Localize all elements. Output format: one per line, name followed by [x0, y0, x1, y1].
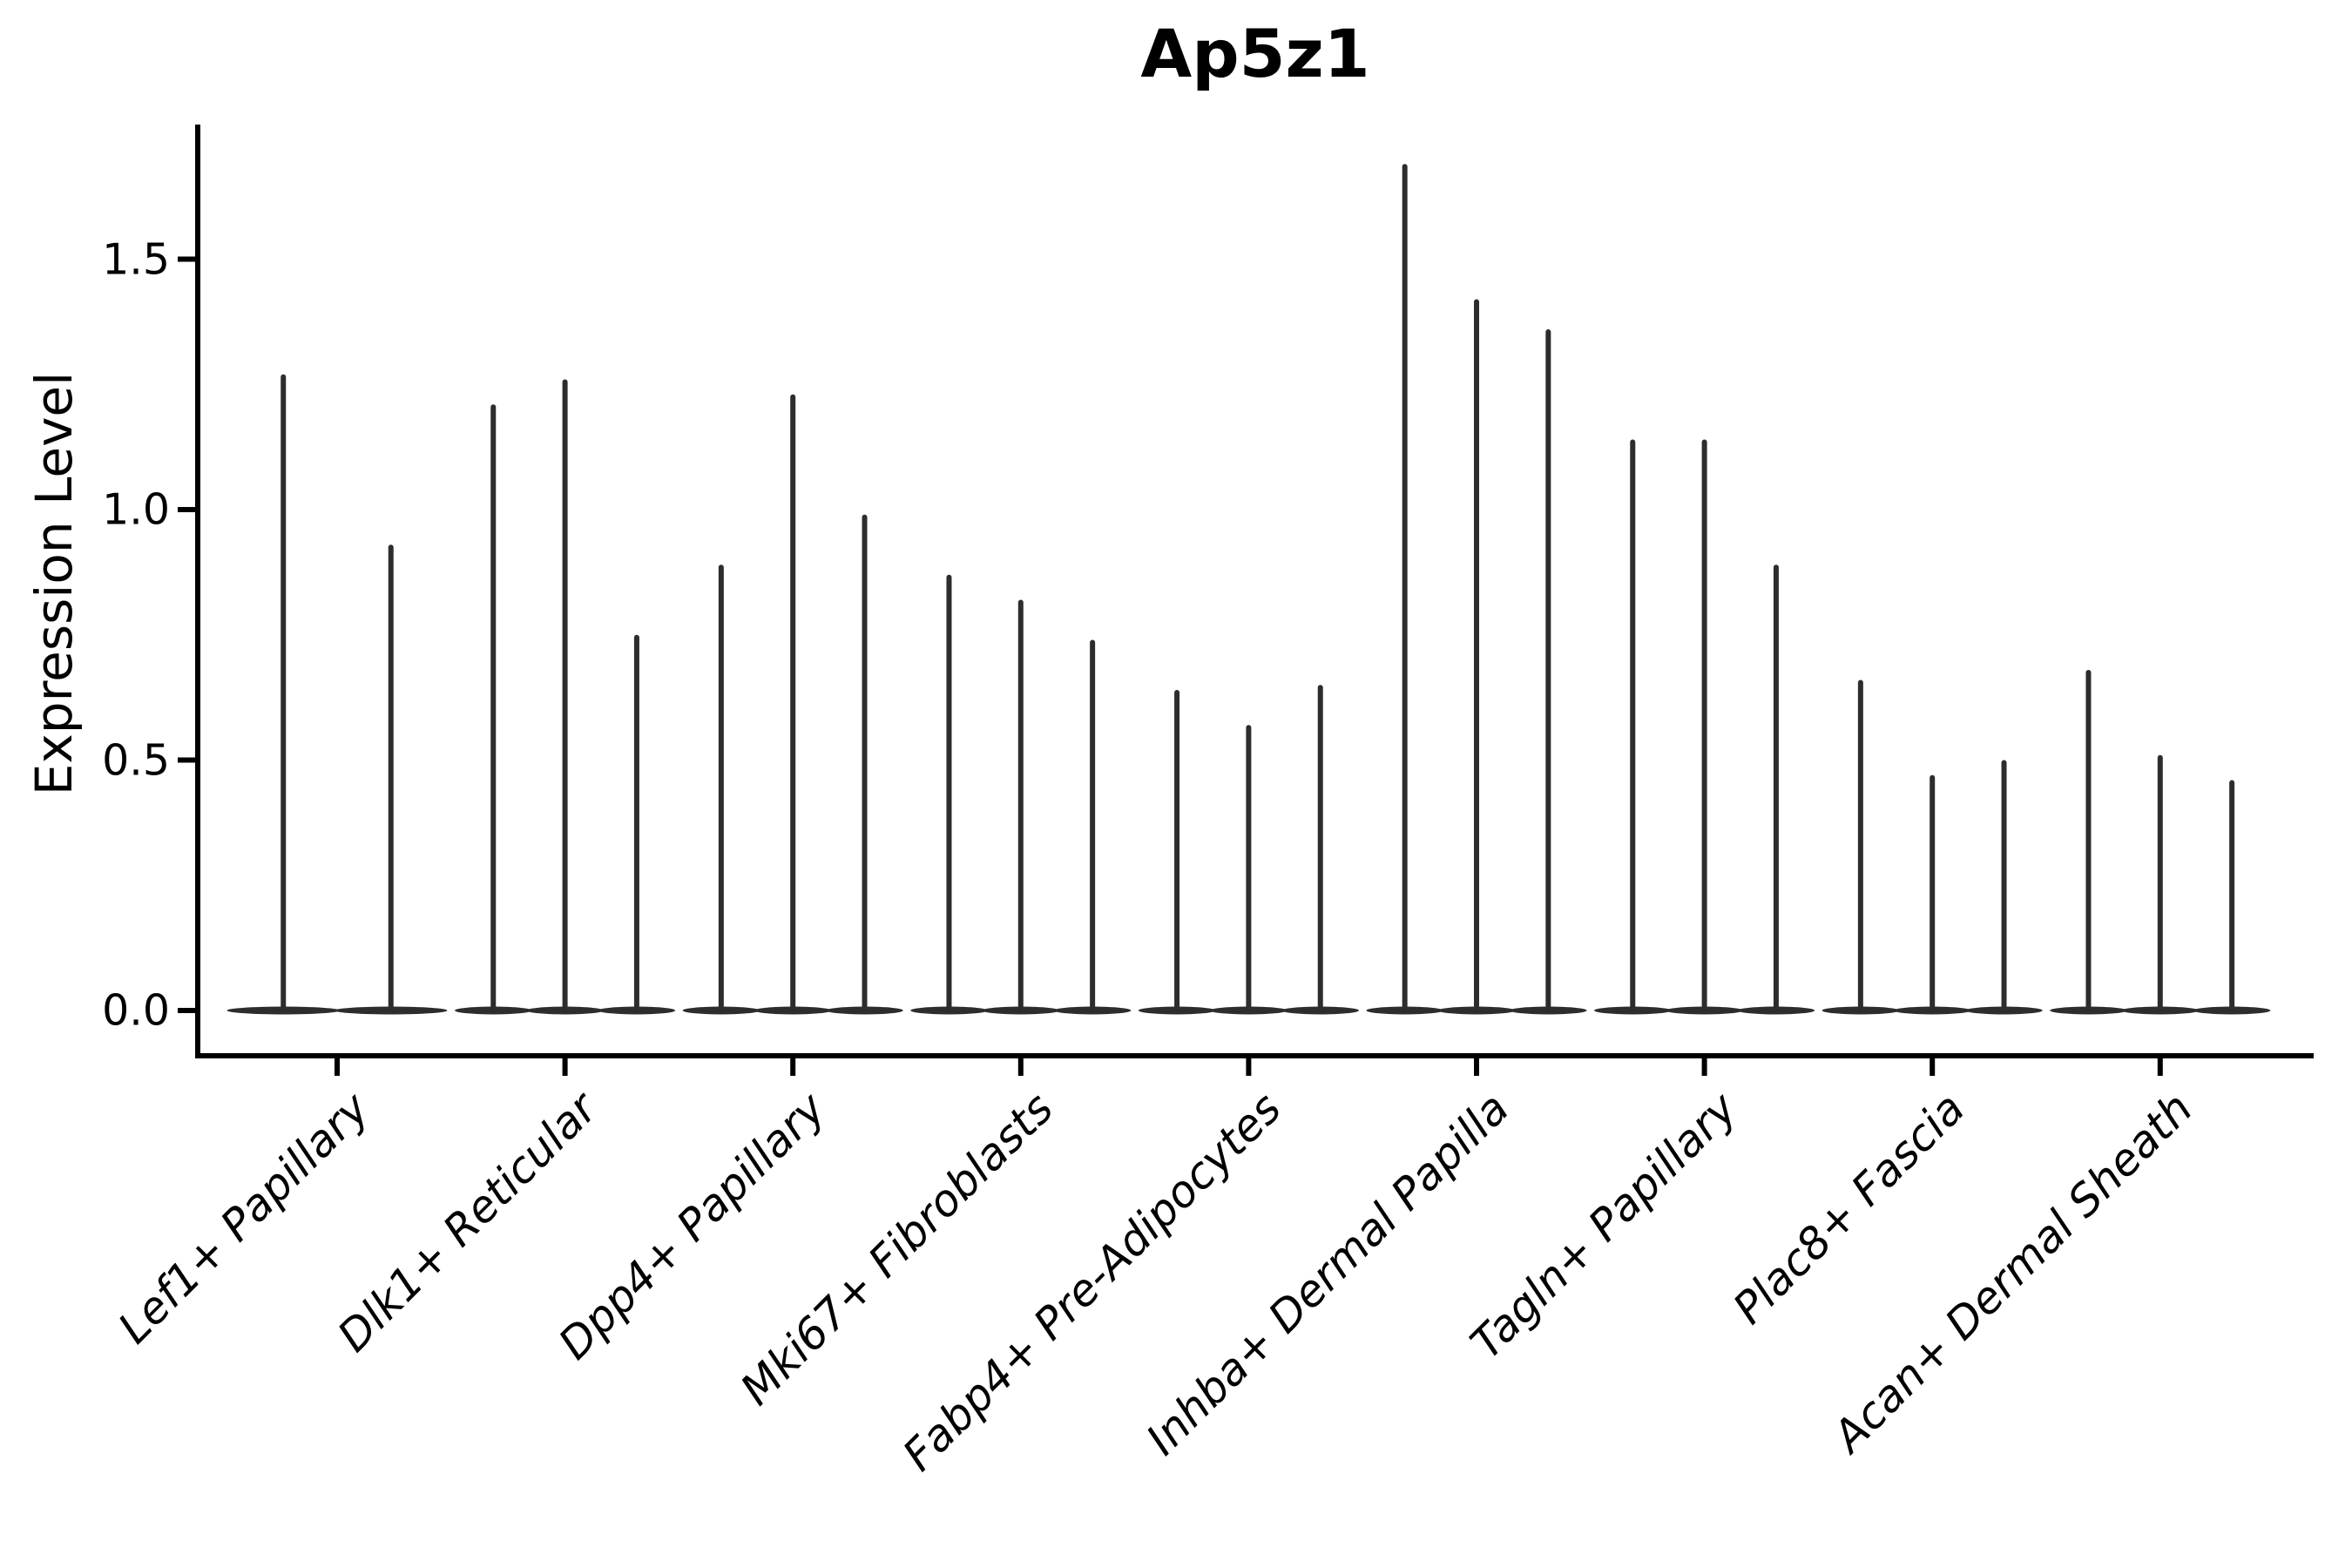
x-tick: [790, 1058, 796, 1076]
violin-base: [1366, 1006, 1443, 1015]
y-tick-label: 1.0: [102, 484, 170, 535]
violin-spike: [490, 404, 497, 1010]
violin-base: [2121, 1006, 2199, 1015]
violin-spike: [562, 379, 568, 1010]
violin-spike: [1930, 774, 1936, 1010]
violin-base: [1594, 1006, 1672, 1015]
violin-spike: [1474, 299, 1479, 1010]
violin-spike: [1545, 329, 1551, 1010]
violin-spike: [633, 634, 639, 1010]
violin-spike: [862, 514, 868, 1010]
violin-base: [1510, 1006, 1587, 1015]
x-axis-spine: [195, 1053, 2314, 1058]
violin-spike: [2157, 754, 2163, 1010]
violin-base: [682, 1006, 760, 1015]
plot-title: Ap5z1: [1140, 15, 1370, 92]
x-tick: [1246, 1058, 1252, 1076]
violin-spike: [1317, 685, 1323, 1010]
y-tick: [178, 507, 195, 512]
violin-spike: [1630, 439, 1636, 1010]
x-tick: [1474, 1058, 1479, 1076]
y-axis-spine: [195, 125, 200, 1058]
violin-spike: [1773, 564, 1779, 1010]
violin-spike: [1402, 164, 1408, 1010]
y-tick: [178, 256, 195, 262]
x-tick: [335, 1058, 340, 1076]
violin-base: [1965, 1006, 2043, 1015]
x-tick: [2157, 1058, 2163, 1076]
y-tick-label: 0.5: [102, 735, 170, 785]
violin-base: [2050, 1006, 2127, 1015]
violin-spike: [2229, 780, 2235, 1010]
x-tick: [562, 1058, 568, 1076]
y-tick: [178, 1008, 195, 1013]
violin-base: [1666, 1006, 1743, 1015]
y-tick-label: 1.5: [102, 234, 170, 284]
violin-spike: [1857, 679, 1863, 1010]
violin-base: [754, 1006, 832, 1015]
violin-base: [455, 1006, 532, 1015]
violin-spike: [1090, 639, 1096, 1010]
violin-base: [1210, 1006, 1288, 1015]
y-tick: [178, 757, 195, 763]
x-tick: [1017, 1058, 1024, 1076]
violin-spike: [388, 544, 394, 1010]
violin-spike: [1174, 690, 1180, 1010]
violin-spike: [1017, 599, 1024, 1010]
x-tick: [1930, 1058, 1936, 1076]
x-tick: [1701, 1058, 1707, 1076]
violin-spike: [1246, 725, 1252, 1010]
violin-base: [1894, 1006, 1971, 1015]
y-tick-label: 0.0: [102, 985, 170, 1036]
violin-base: [910, 1006, 988, 1015]
violin-spike: [2085, 670, 2092, 1010]
violin-base: [1281, 1006, 1359, 1015]
violin-spike: [946, 574, 952, 1010]
violin-spike: [718, 564, 724, 1010]
violin-spike: [1701, 439, 1707, 1010]
violin-spike: [2001, 760, 2007, 1010]
violin-spike: [790, 394, 796, 1010]
violin-spike: [280, 374, 287, 1010]
